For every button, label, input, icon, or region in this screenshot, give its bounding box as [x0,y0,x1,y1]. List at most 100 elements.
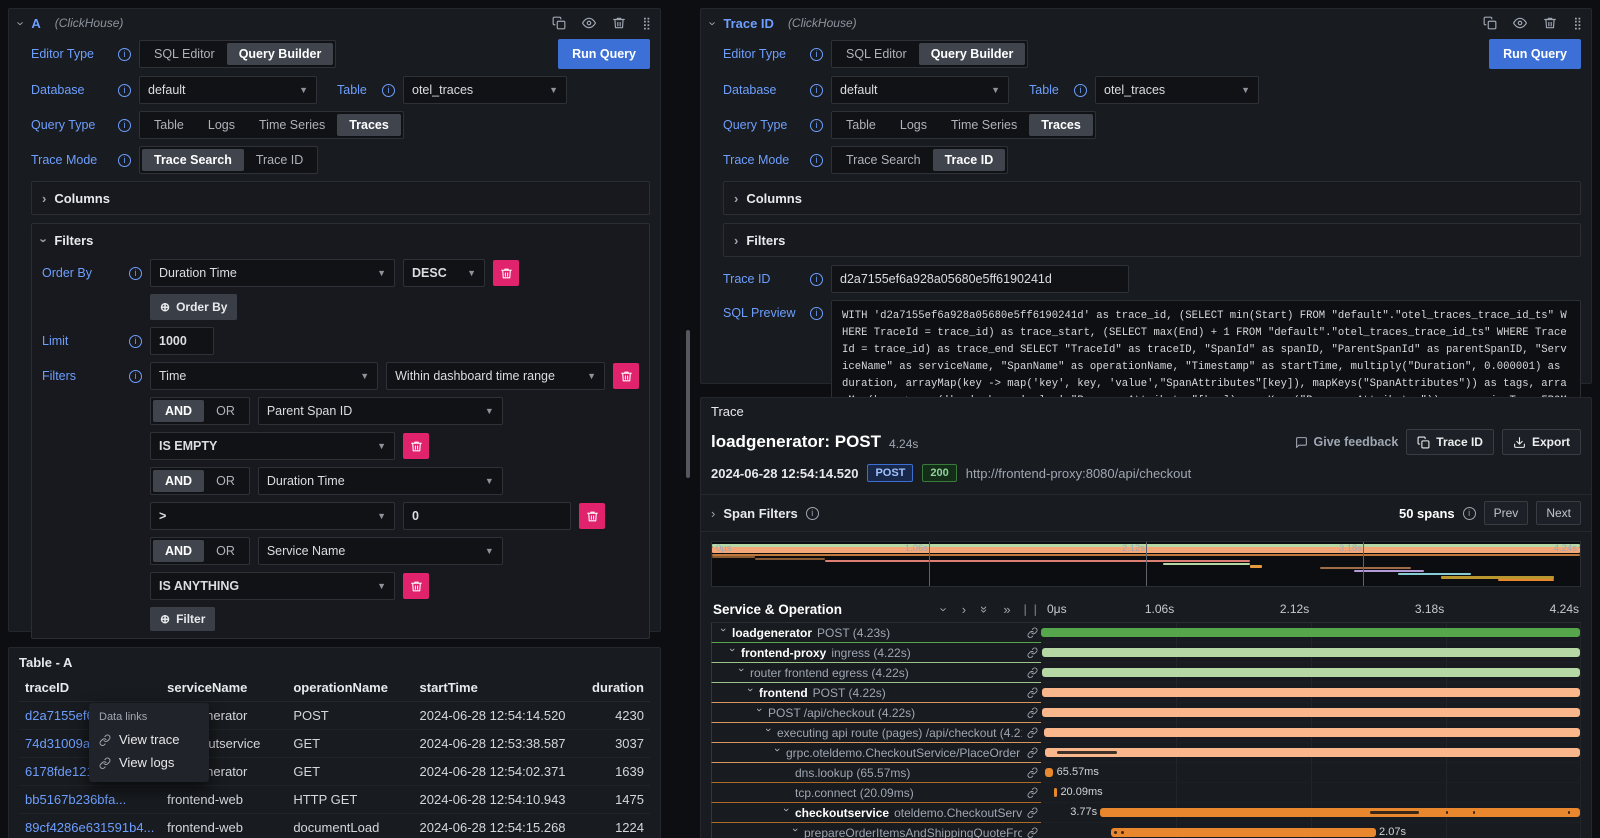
trace-minimap[interactable]: 0μs 1.06s 2.12s 3.18s 4.24s [711,541,1581,587]
info-icon[interactable]: i [1463,507,1476,520]
span-row[interactable]: ›POST /api/checkout (4.22s) [711,703,1581,723]
collapse-query-icon[interactable]: › [15,21,28,25]
span-link-icon[interactable] [1027,727,1038,738]
add-order-by-button[interactable]: ⊕Order By [150,294,237,320]
trace-search-option[interactable]: Trace Search [142,149,244,171]
panel-title[interactable]: Trace [701,398,1591,427]
expander-icon[interactable]: › [735,668,746,677]
remove-query-icon[interactable] [612,16,626,30]
or-option[interactable]: OR [204,540,247,562]
drag-handle-icon[interactable]: ⣿ [642,16,650,30]
col-header-duration[interactable]: duration [584,674,650,702]
filter-value-select[interactable]: Within dashboard time range▼ [386,362,605,390]
view-logs-link[interactable]: View logs [99,751,199,774]
remove-filter-button[interactable] [613,363,639,389]
condition-value-input[interactable]: 0 [403,502,571,530]
run-query-button[interactable]: Run Query [1489,39,1581,69]
filters-section[interactable]: ›Filters [723,223,1581,257]
query-type-traces[interactable]: Traces [337,114,401,136]
span-bar[interactable] [1042,648,1580,657]
expander-icon[interactable]: › [753,708,764,717]
drag-handle-icon[interactable]: ⣿ [1573,16,1581,30]
database-select[interactable]: default▼ [831,76,1009,104]
run-query-button[interactable]: Run Query [558,39,650,69]
span-link-icon[interactable] [1027,787,1038,798]
columns-section[interactable]: ›Columns [31,181,650,215]
span-bar[interactable] [1045,768,1054,777]
table-select[interactable]: otel_traces▼ [403,76,567,104]
span-link-icon[interactable] [1027,707,1038,718]
query-ref-id[interactable]: A [31,16,40,31]
hide-response-icon[interactable] [1513,16,1527,30]
info-icon[interactable]: i [810,154,823,167]
trace-link[interactable]: 89cf4286e631591b4... [19,814,161,838]
col-header-operationname[interactable]: operationName [287,674,413,702]
info-icon[interactable]: i [129,267,142,280]
info-icon[interactable]: i [129,370,142,383]
trace-id-option[interactable]: Trace ID [933,149,1006,171]
or-option[interactable]: OR [204,400,247,422]
span-bar[interactable] [1054,788,1057,797]
span-link-icon[interactable] [1027,827,1038,838]
span-link-icon[interactable] [1027,767,1038,778]
span-bar[interactable] [1045,748,1580,757]
query-type-timeseries[interactable]: Time Series [939,114,1029,136]
info-icon[interactable]: i [118,84,131,97]
query-builder-option[interactable]: Query Builder [919,43,1026,65]
export-button[interactable]: Export [1502,429,1581,455]
or-option[interactable]: OR [204,470,247,492]
expander-icon[interactable]: › [762,728,773,737]
info-icon[interactable]: i [118,48,131,61]
view-trace-link[interactable]: View trace [99,728,199,751]
info-icon[interactable]: i [1074,84,1087,97]
collapse-all-icon[interactable]: » [978,606,991,613]
info-icon[interactable]: i [129,335,142,348]
span-filters-label[interactable]: Span Filters [723,506,797,521]
columns-section[interactable]: ›Columns [723,181,1581,215]
condition-operator-select[interactable]: IS EMPTY▼ [150,432,395,460]
trace-id-input[interactable]: d2a7155ef6a928a05680e5ff6190241d [831,265,1129,293]
condition-field-select[interactable]: Parent Span ID▼ [258,397,503,425]
trace-link[interactable]: bb5167b236bfa... [19,786,161,814]
info-icon[interactable]: i [382,84,395,97]
expander-icon[interactable]: › [771,748,782,757]
order-by-field-select[interactable]: Duration Time▼ [150,259,395,287]
info-icon[interactable]: i [810,273,823,286]
span-bar[interactable] [1044,728,1580,737]
prev-button[interactable]: Prev [1484,501,1529,525]
span-bar[interactable] [1042,708,1580,717]
query-ref-id[interactable]: Trace ID [723,16,774,31]
info-icon[interactable]: i [810,307,823,320]
span-link-icon[interactable] [1027,667,1038,678]
expander-icon[interactable]: › [717,628,728,637]
info-icon[interactable]: i [810,48,823,61]
span-bar[interactable] [1042,688,1580,697]
query-type-table[interactable]: Table [142,114,196,136]
span-row[interactable]: ›router frontend egress (4.22s) [711,663,1581,683]
remove-order-by-button[interactable] [493,260,519,286]
collapse-one-icon[interactable]: › [938,607,951,611]
span-bar[interactable] [1041,628,1580,637]
span-row[interactable]: ›frontend-proxyingress (4.22s) [711,643,1581,663]
col-header-servicename[interactable]: serviceName [161,674,287,702]
query-type-table[interactable]: Table [834,114,888,136]
expander-icon[interactable]: › [789,828,800,837]
collapse-query-icon[interactable]: › [707,21,720,25]
database-select[interactable]: default▼ [139,76,317,104]
query-type-logs[interactable]: Logs [888,114,939,136]
remove-condition-button[interactable] [403,573,429,599]
span-row[interactable]: ›dns.lookup (65.57ms)65.57ms [711,763,1581,783]
condition-operator-select[interactable]: IS ANYTHING▼ [150,572,395,600]
info-icon[interactable]: i [118,154,131,167]
span-row[interactable]: ›executing api route (pages) /api/checko… [711,723,1581,743]
panel-title[interactable]: Table - A [9,648,660,674]
expand-one-icon[interactable]: › [962,603,966,616]
condition-operator-select[interactable]: >▼ [150,502,395,530]
order-by-direction-select[interactable]: DESC▼ [403,259,485,287]
and-option[interactable]: AND [153,540,204,562]
span-bar[interactable] [1111,828,1376,837]
trace-id-option[interactable]: Trace ID [244,149,315,171]
and-option[interactable]: AND [153,470,204,492]
expander-icon[interactable]: › [744,688,755,697]
condition-field-select[interactable]: Service Name▼ [258,537,503,565]
